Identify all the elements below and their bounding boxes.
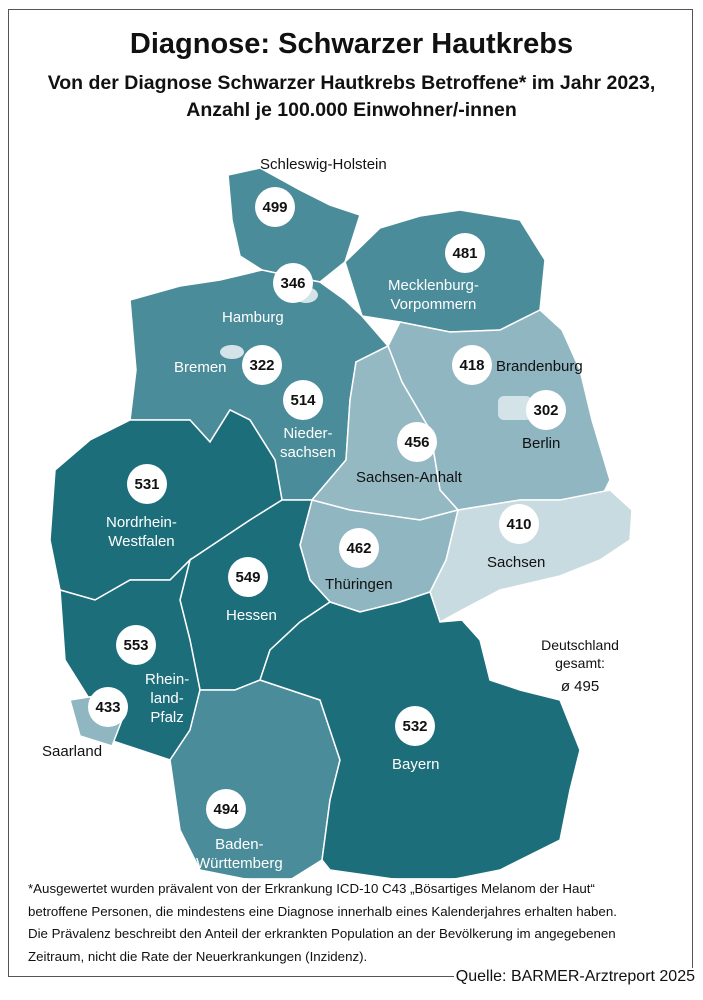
label-line: Württemberg bbox=[196, 855, 283, 872]
label-line: Rhein- bbox=[145, 671, 190, 688]
label-line: sachsen bbox=[280, 444, 336, 461]
value-bubble: 410 bbox=[499, 504, 539, 544]
value-bubble: 481 bbox=[445, 233, 485, 273]
label-baden-wuerttemberg: Baden- Württemberg bbox=[196, 835, 283, 873]
label-berlin: Berlin bbox=[522, 435, 561, 452]
value-bubble: 302 bbox=[526, 390, 566, 430]
label-saarland: Saarland bbox=[42, 743, 103, 760]
value-bubble: 532 bbox=[395, 706, 435, 746]
value-bubble: 514 bbox=[283, 380, 323, 420]
label-hessen: Hessen bbox=[226, 607, 277, 624]
label-sachsen: Sachsen bbox=[487, 554, 546, 571]
value-bubble: 531 bbox=[127, 464, 167, 504]
total-line-1: Deutschland bbox=[541, 637, 619, 653]
footnote-line: Zeitraum, nicht die Rate der Neuerkranku… bbox=[28, 948, 368, 964]
total-value: ø 495 bbox=[560, 678, 600, 695]
label-bremen: Bremen bbox=[174, 359, 227, 376]
germany-total: Deutschland gesamt: ø 495 bbox=[520, 636, 640, 696]
region-bremen[interactable] bbox=[220, 345, 244, 359]
label-line: Vorpommern bbox=[390, 296, 477, 313]
value-bubble: 346 bbox=[273, 263, 313, 303]
footnote: *Ausgewertet wurden prävalent von der Er… bbox=[20, 878, 690, 968]
value-bubble: 418 bbox=[452, 345, 492, 385]
footnote-line: Die Prävalenz beschreibt den Anteil der … bbox=[28, 926, 616, 941]
label-line: Pfalz bbox=[150, 709, 184, 726]
region-mecklenburg-vorpommern[interactable] bbox=[344, 209, 546, 333]
label-line: Westfalen bbox=[108, 533, 175, 550]
footnote-line: *Ausgewertet wurden prävalent von der Er… bbox=[28, 881, 595, 896]
subtitle-line-2: Anzahl je 100.000 Einwohner/-innen bbox=[186, 99, 517, 121]
region-berlin[interactable] bbox=[498, 396, 532, 420]
value-bubble: 494 bbox=[206, 789, 246, 829]
label-line: Nieder- bbox=[283, 425, 333, 442]
label-mecklenburg-vorpommern: Mecklenburg- Vorpommern bbox=[388, 276, 479, 314]
label-line: Baden- bbox=[215, 836, 264, 853]
subtitle-line-1: Von der Diagnose Schwarzer Hautkrebs Bet… bbox=[47, 72, 656, 94]
label-niedersachsen: Nieder-sachsen bbox=[280, 424, 336, 462]
value-bubble: 456 bbox=[397, 422, 437, 462]
frame bbox=[8, 9, 693, 977]
label-bayern: Bayern bbox=[392, 756, 440, 773]
value-bubble: 549 bbox=[228, 557, 268, 597]
source: Quelle: BARMER-Arztreport 2025 bbox=[453, 968, 695, 986]
label-hamburg: Hamburg bbox=[222, 309, 284, 326]
label-rheinland-pfalz: Rhein-land- Pfalz bbox=[145, 670, 189, 727]
label-nordrhein-westfalen: Nordrhein- Westfalen bbox=[106, 513, 177, 551]
total-line-2: gesamt: bbox=[555, 655, 605, 671]
value-bubble: 499 bbox=[255, 187, 295, 227]
label-schleswig-holstein: Schleswig-Holstein bbox=[260, 156, 387, 173]
label-brandenburg: Brandenburg bbox=[496, 358, 583, 375]
label-thueringen: Thüringen bbox=[325, 576, 393, 593]
title: Diagnose: Schwarzer Hautkrebs bbox=[129, 28, 574, 60]
label-line: Mecklenburg- bbox=[388, 277, 479, 294]
value-bubble: 462 bbox=[339, 528, 379, 568]
label-line: land- bbox=[150, 690, 184, 707]
label-sachsen-anhalt: Sachsen-Anhalt bbox=[356, 469, 462, 486]
value-bubble: 322 bbox=[242, 345, 282, 385]
value-bubble: 553 bbox=[116, 625, 156, 665]
label-line: Nordrhein- bbox=[106, 514, 177, 531]
footnote-line: betroffene Personen, die mindestens eine… bbox=[28, 903, 617, 919]
value-bubble: 433 bbox=[88, 687, 128, 727]
